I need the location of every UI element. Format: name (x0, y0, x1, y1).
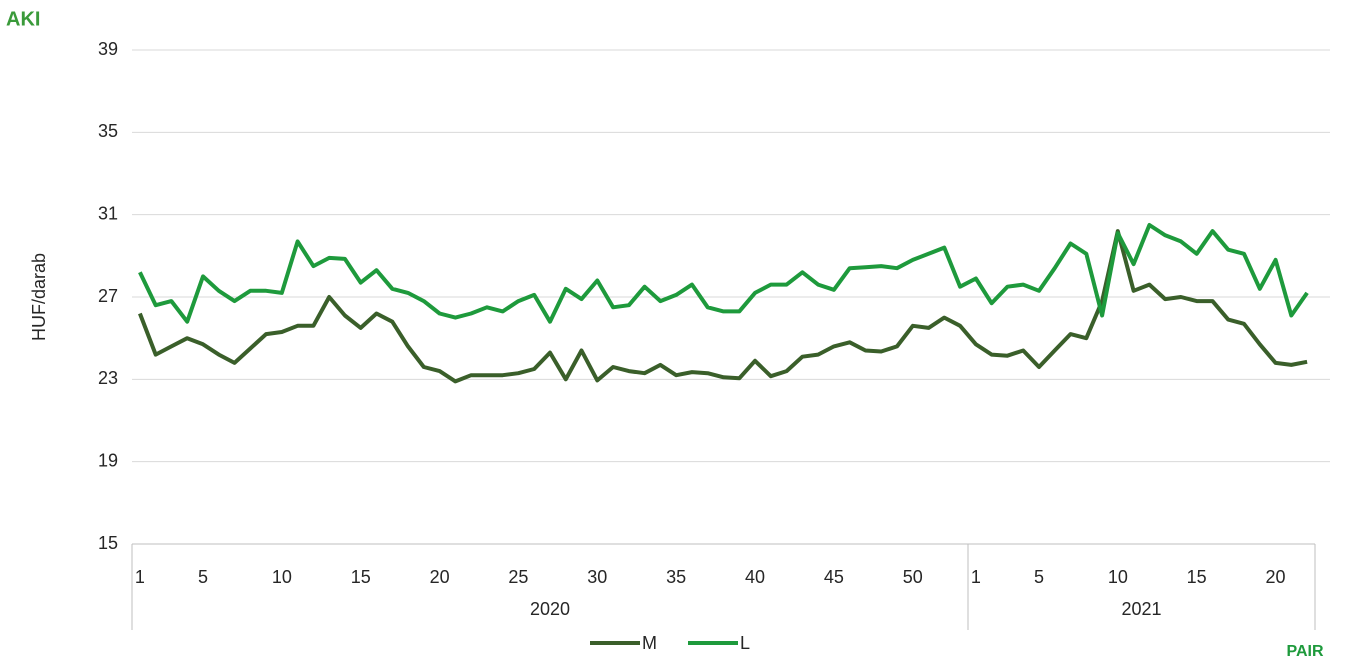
y-tick-label: 19 (98, 450, 118, 470)
x-tick-label: 30 (587, 567, 607, 587)
y-tick-label: 31 (98, 203, 118, 223)
y-tick-label: 35 (98, 121, 118, 141)
y-tick-label: 23 (98, 368, 118, 388)
y-axis-title: HUF/darab (29, 253, 49, 341)
group-label: 2020 (530, 599, 570, 619)
legend-label: L (740, 633, 750, 653)
footer-logo: PAIR (1286, 643, 1323, 660)
line-series (138, 223, 1309, 324)
x-tick-label: 25 (508, 567, 528, 587)
x-tick-label: 5 (198, 567, 208, 587)
x-tick-label: 45 (824, 567, 844, 587)
x-tick-label: 5 (1034, 567, 1044, 587)
x-tick-label: 20 (430, 567, 450, 587)
group-label: 2021 (1121, 599, 1161, 619)
y-tick-label: 39 (98, 39, 118, 59)
x-tick-label: 15 (351, 567, 371, 587)
x-tick-label: 1 (135, 567, 145, 587)
legend-label: M (642, 633, 657, 653)
x-tick-label: 10 (272, 567, 292, 587)
x-tick-label: 15 (1187, 567, 1207, 587)
line-series (138, 229, 1308, 384)
y-tick-label: 27 (98, 286, 118, 306)
y-tick-label: 15 (98, 533, 118, 553)
logo: AKI (6, 8, 40, 30)
x-tick-label: 50 (903, 567, 923, 587)
x-tick-label: 40 (745, 567, 765, 587)
x-tick-label: 35 (666, 567, 686, 587)
x-tick-label: 20 (1266, 567, 1286, 587)
x-tick-label: 10 (1108, 567, 1128, 587)
x-tick-label: 1 (971, 567, 981, 587)
